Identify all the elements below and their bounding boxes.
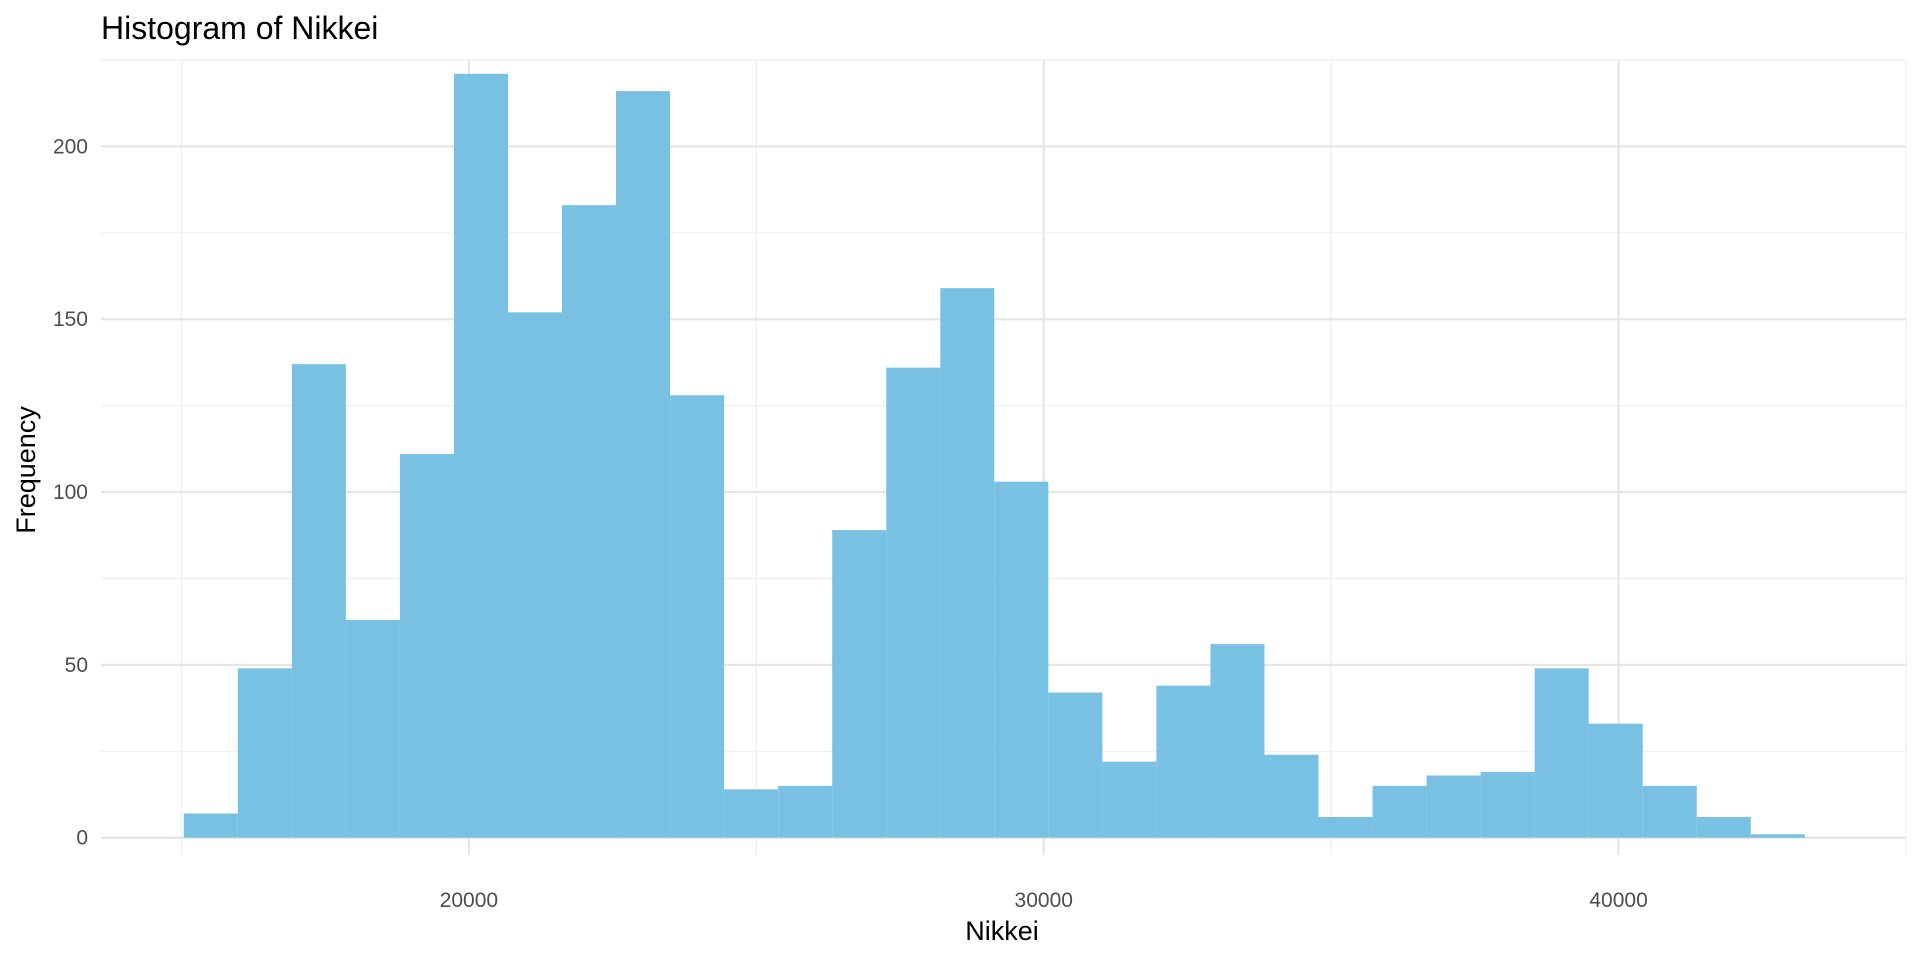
y-tick-label: 200 — [53, 135, 88, 158]
x-tick-label: 20000 — [440, 889, 498, 912]
histogram-bar — [1264, 754, 1319, 838]
histogram-bar — [507, 312, 563, 838]
histogram-bar — [1048, 692, 1103, 838]
histogram-bar — [183, 813, 238, 838]
histogram-bar — [886, 367, 941, 838]
y-tick-label: 100 — [53, 481, 88, 504]
y-tick-label: 0 — [76, 827, 88, 850]
histogram-bar — [1588, 723, 1643, 838]
histogram-bar — [1534, 668, 1589, 838]
histogram-bar — [1642, 785, 1697, 838]
histogram-bar — [291, 364, 346, 838]
histogram-bar — [1696, 816, 1751, 838]
histogram-bar — [940, 288, 995, 838]
histogram-bar — [237, 668, 292, 838]
histogram-bar — [399, 454, 454, 838]
chart-title: Histogram of Nikkei — [101, 10, 378, 46]
histogram-bar — [724, 789, 779, 838]
histogram-bar — [1210, 644, 1265, 838]
histogram-bar — [1426, 775, 1481, 838]
histogram-bar — [778, 785, 833, 838]
x-tick-label: 40000 — [1589, 889, 1647, 912]
x-tick-label: 30000 — [1015, 889, 1073, 912]
histogram-bar — [994, 481, 1049, 838]
histogram-bar — [453, 73, 508, 838]
histogram-bar — [1318, 816, 1373, 838]
histogram-bar — [1156, 685, 1211, 838]
histogram-bar — [670, 395, 725, 838]
histogram-bar — [562, 205, 617, 838]
histogram-bar — [1750, 834, 1805, 838]
tick-labels: 20000 30000 40000 0 50 100 150 200 — [53, 135, 1648, 912]
histogram-bar — [1480, 772, 1535, 838]
histogram-bar — [345, 619, 400, 838]
histogram-bar — [1102, 761, 1157, 838]
histogram-bars — [183, 73, 1805, 838]
y-tick-label: 50 — [65, 654, 88, 677]
y-axis-title: Frequency — [11, 406, 41, 534]
histogram-bar — [616, 91, 671, 838]
x-axis-title: Nikkei — [965, 916, 1039, 946]
histogram-bar — [832, 530, 887, 838]
histogram-bar — [1372, 785, 1427, 838]
y-tick-label: 150 — [53, 308, 88, 331]
